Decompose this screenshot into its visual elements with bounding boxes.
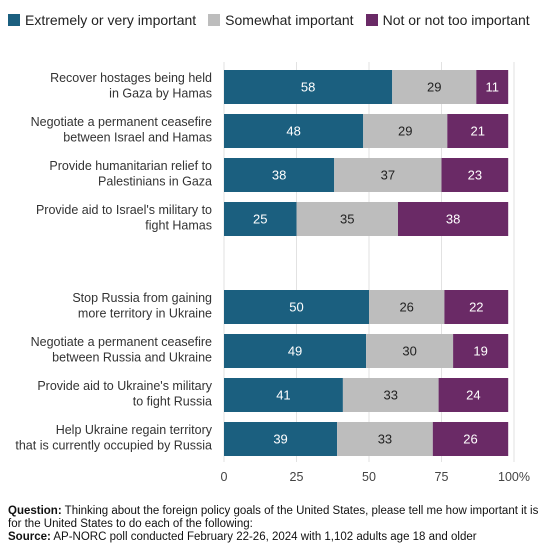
data-label: 38	[446, 212, 460, 227]
data-label: 22	[469, 300, 483, 315]
bar-segment	[334, 158, 442, 192]
bar-segment	[363, 114, 448, 148]
x-tick-label: 25	[290, 470, 304, 484]
bar-segment	[296, 202, 398, 236]
data-label: 33	[384, 388, 398, 403]
category-label: that is currently occupied by Russia	[15, 439, 212, 453]
bar-segment	[447, 114, 509, 148]
bar-segment	[224, 422, 338, 456]
data-label: 33	[378, 432, 392, 447]
category-label: Provide humanitarian relief to	[49, 159, 212, 173]
category-label: Help Ukraine regain territory	[56, 423, 213, 437]
bar-segment	[392, 70, 477, 104]
data-label: 35	[340, 212, 354, 227]
category-label: Negotiate a permanent ceasefire	[31, 335, 212, 349]
source-label: Source:	[8, 531, 51, 543]
category-label: in Gaza by Hamas	[109, 87, 212, 101]
data-label: 37	[381, 168, 395, 183]
category-label: between Israel and Hamas	[63, 131, 212, 145]
bar-segment	[366, 334, 454, 368]
legend-item: Somewhat important	[208, 12, 354, 28]
x-tick-label: 50	[362, 470, 376, 484]
question-note: Question: Thinking about the foreign pol…	[8, 505, 544, 531]
x-tick-label: 100%	[498, 470, 530, 484]
legend-swatch	[208, 14, 221, 26]
data-label: 58	[301, 80, 315, 95]
category-label: more territory in Ukraine	[78, 307, 212, 321]
data-label: 24	[466, 388, 480, 403]
data-label: 26	[399, 300, 413, 315]
data-label: 29	[427, 80, 441, 95]
category-label: Recover hostages being held	[50, 71, 212, 85]
footer: Question: Thinking about the foreign pol…	[8, 505, 544, 544]
bar-segment	[224, 378, 343, 412]
bar-segment	[476, 70, 509, 104]
bar-segment	[398, 202, 509, 236]
data-label: 19	[473, 344, 487, 359]
data-label: 26	[463, 432, 477, 447]
x-tick-label: 75	[435, 470, 449, 484]
stacked-bar-chart: 58 29 11 Recover hostages being held in Gaza…	[15, 62, 530, 484]
category-label: Stop Russia from gaining	[72, 291, 212, 305]
legend-label: Not or not too important	[382, 12, 530, 28]
bar-segment	[337, 422, 433, 456]
bar-segment	[432, 422, 509, 456]
bar-segment	[441, 158, 509, 192]
bar-segment	[369, 290, 445, 324]
data-label: 23	[468, 168, 482, 183]
bar-segment	[224, 290, 369, 324]
question-label: Question:	[8, 505, 62, 517]
bar-segment	[224, 70, 393, 104]
bar-segment	[444, 290, 509, 324]
source-text: AP-NORC poll conducted February 22-26, 2…	[53, 531, 477, 543]
data-label: 41	[276, 388, 290, 403]
category-label: Provide aid to Ukraine's military	[37, 379, 212, 393]
category-label: Palestinians in Gaza	[98, 175, 212, 189]
bar-segment	[438, 378, 509, 412]
bar-segment	[453, 334, 509, 368]
data-label: 11	[486, 80, 500, 95]
bar-segment	[224, 114, 364, 148]
data-label: 50	[289, 300, 303, 315]
data-label: 30	[402, 344, 416, 359]
legend-label: Somewhat important	[225, 12, 354, 28]
data-label: 29	[398, 124, 412, 139]
bar-segment	[342, 378, 439, 412]
bar-segment	[224, 202, 297, 236]
data-label: 39	[273, 432, 287, 447]
category-label: to fight Russia	[133, 395, 212, 409]
legend-swatch	[365, 14, 378, 26]
category-label: Negotiate a permanent ceasefire	[31, 115, 212, 129]
category-label: between Russia and Ukraine	[52, 351, 212, 365]
data-label: 21	[471, 124, 485, 139]
data-label: 49	[288, 344, 302, 359]
legend-label: Extremely or very important	[25, 12, 197, 28]
legend: Extremely or very important Somewhat impo…	[8, 10, 542, 30]
category-label: Provide aid to Israel's military to	[36, 203, 212, 217]
x-tick-label: 0	[221, 470, 228, 484]
category-label: fight Hamas	[145, 219, 212, 233]
bar-segment	[224, 334, 367, 368]
data-label: 25	[253, 212, 267, 227]
legend-item: Not or not too important	[365, 12, 530, 28]
bar-segment	[224, 158, 335, 192]
legend-item: Extremely or very important	[8, 12, 196, 28]
legend-swatch	[8, 14, 20, 26]
question-text: Thinking about the foreign policy goals …	[8, 505, 539, 530]
source-note: Source: AP-NORC poll conducted February …	[8, 531, 544, 544]
data-label: 48	[286, 124, 300, 139]
data-label: 38	[272, 168, 286, 183]
